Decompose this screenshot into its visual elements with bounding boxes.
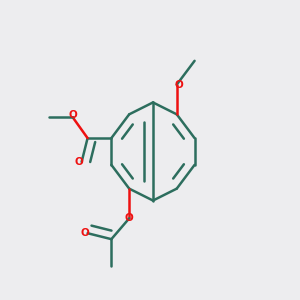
Text: O: O	[68, 110, 77, 120]
Text: O: O	[81, 228, 90, 238]
Text: O: O	[125, 213, 134, 224]
Text: O: O	[75, 157, 84, 167]
Text: O: O	[175, 80, 184, 90]
